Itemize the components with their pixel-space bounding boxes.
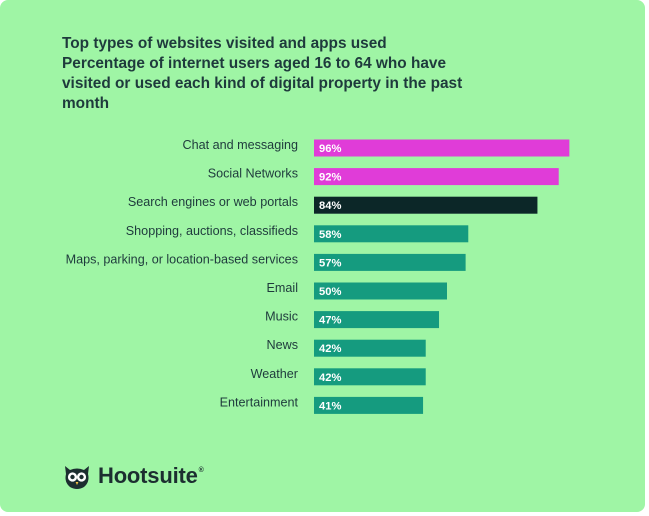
bar-8 — [314, 339, 426, 357]
owl-icon — [65, 466, 89, 489]
category-label-1: Chat and messaging — [182, 138, 298, 152]
bar-4 — [314, 225, 469, 243]
bar-value-label-7: 47% — [319, 315, 341, 327]
bar-5 — [314, 253, 466, 271]
bar-value-label-1: 96% — [319, 143, 341, 155]
bar-2 — [314, 168, 559, 186]
chart-title-line-3: visited or used each kind of digital pro… — [62, 75, 463, 92]
category-label-9: Weather — [251, 367, 298, 381]
bar-6 — [314, 282, 447, 300]
bar-value-label-8: 42% — [319, 343, 341, 355]
bar-value-label-5: 57% — [319, 257, 341, 269]
bar-3 — [314, 196, 538, 214]
category-label-7: Music — [265, 310, 298, 324]
bar-1 — [314, 139, 570, 157]
chart-title-line-2: Percentage of internet users aged 16 to … — [62, 55, 447, 72]
bar-value-label-2: 92% — [319, 172, 341, 184]
hootsuite-logo: Hootsuite ® — [62, 460, 204, 492]
chart-title: Top types of websites visited and apps u… — [62, 34, 502, 114]
bar-value-label-6: 50% — [319, 286, 341, 298]
category-label-8: News — [267, 338, 299, 352]
bar-value-label-9: 42% — [319, 372, 341, 384]
bar-value-label-3: 84% — [319, 200, 341, 212]
bar-10 — [314, 396, 424, 414]
category-label-10: Entertainment — [220, 395, 299, 409]
bar-9 — [314, 368, 426, 386]
bar-7 — [314, 311, 440, 329]
category-label-3: Search engines or web portals — [128, 195, 298, 209]
category-label-5: Maps, parking, or location-based service… — [66, 252, 298, 266]
chart-title-line-1: Top types of websites visited and apps u… — [62, 35, 387, 52]
category-label-4: Shopping, auctions, classifieds — [126, 224, 298, 238]
bar-value-label-10: 41% — [319, 400, 341, 412]
bar-value-label-4: 58% — [319, 229, 341, 241]
logo-registered-mark: ® — [198, 467, 204, 474]
category-label-6: Email — [267, 281, 299, 295]
chart-title-line-4: month — [62, 95, 110, 112]
category-label-2: Social Networks — [208, 167, 298, 181]
logo-wordmark: Hootsuite — [98, 463, 198, 488]
